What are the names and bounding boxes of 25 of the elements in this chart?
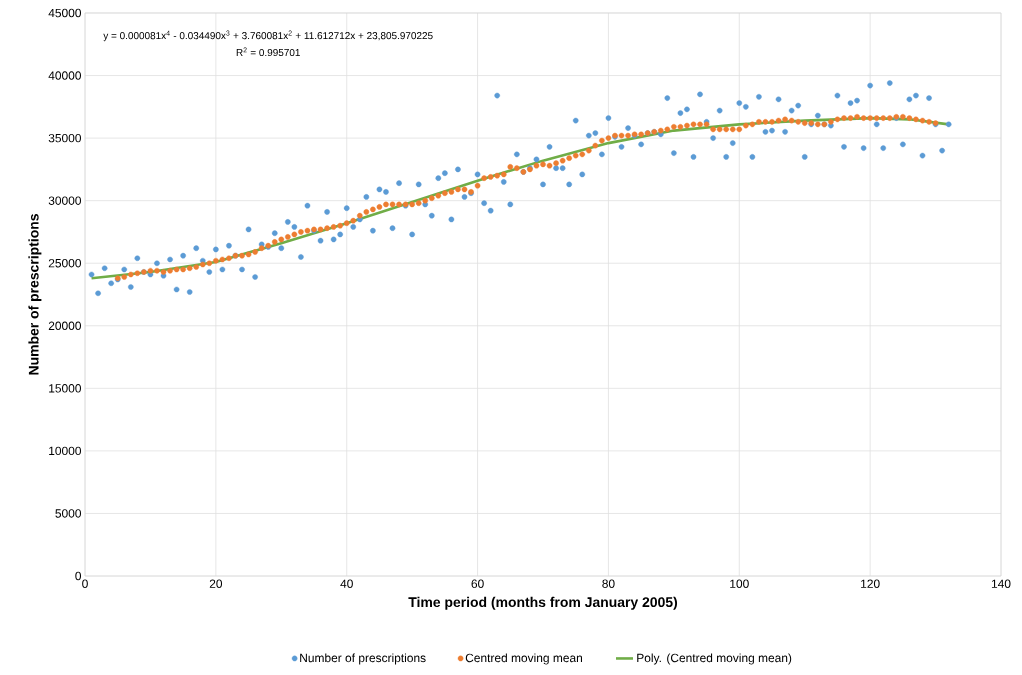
x-tick-label: 40 [340, 579, 353, 588]
legend-label: Poly. (Centred moving mean) [637, 653, 792, 665]
x-tick-label: 100 [730, 579, 749, 588]
annotation: y = 0.000081x$^{4}$ - 0.034490x$^{3}$ + 3.760081x$^{2}$ + 11.612712x + 23,805.970225 [103, 30, 433, 42]
legend-label: Centred moving mean [465, 653, 582, 665]
y-tick-label: 40000 [48, 71, 82, 80]
y-tick-label: 45000 [48, 8, 82, 18]
y-axis-title: Number of prescriptions [28, 214, 42, 375]
x-tick-label: 60 [471, 579, 484, 588]
x-tick-label: 80 [602, 579, 615, 588]
x-tick-label: 0 [82, 579, 88, 588]
y-tick-label: 35000 [48, 133, 82, 143]
x-axis-title: Time period (months from January 2005) [408, 596, 678, 610]
x-tick-label: 120 [861, 579, 880, 588]
y-tick-label: 25000 [48, 258, 82, 268]
y-tick-label: 30000 [48, 196, 82, 205]
y-tick-label: 15000 [49, 384, 82, 393]
legend-label: Number of prescriptions [300, 653, 426, 665]
y-tick-label: 0 [75, 571, 82, 581]
y-tick-label: 5000 [55, 509, 82, 518]
y-tick-label: 10000 [49, 446, 82, 456]
x-tick-label: 20 [209, 579, 223, 588]
annotation: R$^{2}$ = 0.995701 [236, 47, 300, 57]
y-tick-label: 20000 [48, 321, 82, 330]
x-tick-label: 140 [991, 579, 1011, 588]
